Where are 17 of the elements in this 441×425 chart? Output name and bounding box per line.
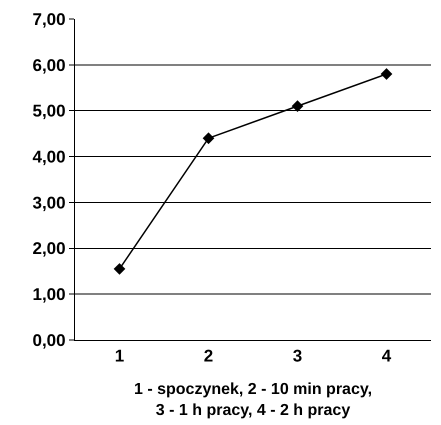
y-tick-label: 1,00 xyxy=(32,285,66,304)
y-tick-label: 3,00 xyxy=(32,193,66,212)
point xyxy=(202,132,214,144)
point xyxy=(380,68,392,80)
y-tick-label: 0,00 xyxy=(32,330,66,350)
x-tick-label: 3 xyxy=(292,346,302,366)
y-tick-label: 4,00 xyxy=(32,148,66,167)
y-tick-label: 5,00 xyxy=(32,102,66,121)
point xyxy=(292,100,304,112)
x-axis-title: 1 - spoczynek, 2 - 10 min pracy, 3 - 1 h pracy, 4 - 2 h pracy xyxy=(134,381,372,419)
x-tick-label: 4 xyxy=(382,346,392,366)
point xyxy=(114,263,126,275)
x-tick-label: 2 xyxy=(204,346,214,366)
y-tick-label: 7,00 xyxy=(32,10,66,29)
y-tick-label: 2,00 xyxy=(32,239,66,258)
x-tick-label: 1 xyxy=(114,346,124,366)
y-tick-label: 6,00 xyxy=(32,56,66,75)
